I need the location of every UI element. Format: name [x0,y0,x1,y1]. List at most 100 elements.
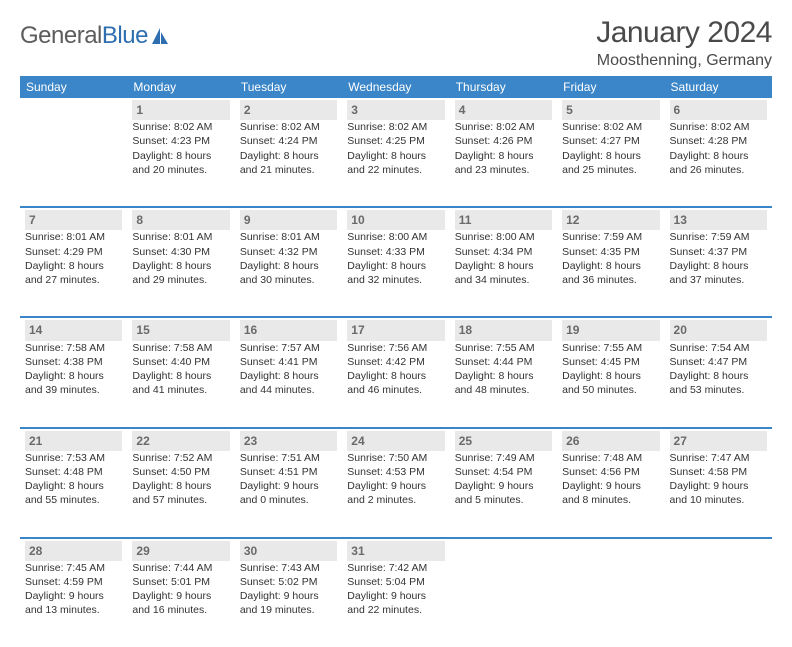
day-data-text: Sunrise: 8:00 AMSunset: 4:33 PMDaylight:… [347,230,444,287]
day-number: 29 [132,541,229,561]
day-data-cell: Sunrise: 7:58 AMSunset: 4:40 PMDaylight:… [127,341,234,427]
day-number-cell: 22 [127,429,234,451]
day-data-cell: Sunrise: 7:56 AMSunset: 4:42 PMDaylight:… [342,341,449,427]
weekday-header: Saturday [665,76,772,98]
day-data-cell [450,561,557,647]
day-data-cell: Sunrise: 7:47 AMSunset: 4:58 PMDaylight:… [665,451,772,537]
day-data-text: Sunrise: 7:58 AMSunset: 4:40 PMDaylight:… [132,341,229,398]
day-number: 12 [562,210,659,230]
day-data-text: Sunrise: 8:02 AMSunset: 4:24 PMDaylight:… [240,120,337,177]
day-number: 31 [347,541,444,561]
logo-word-1: General [20,22,102,49]
day-data-cell: Sunrise: 8:00 AMSunset: 4:34 PMDaylight:… [450,230,557,316]
day-number: 9 [240,210,337,230]
day-data-cell: Sunrise: 7:51 AMSunset: 4:51 PMDaylight:… [235,451,342,537]
day-data-cell: Sunrise: 7:49 AMSunset: 4:54 PMDaylight:… [450,451,557,537]
day-data-cell: Sunrise: 8:02 AMSunset: 4:25 PMDaylight:… [342,120,449,206]
day-number-cell: 25 [450,429,557,451]
day-number-cell: 23 [235,429,342,451]
calendar-table: Sunday Monday Tuesday Wednesday Thursday… [20,76,772,647]
day-data-cell: Sunrise: 7:53 AMSunset: 4:48 PMDaylight:… [20,451,127,537]
day-data-cell: Sunrise: 8:02 AMSunset: 4:26 PMDaylight:… [450,120,557,206]
day-data-cell: Sunrise: 8:00 AMSunset: 4:33 PMDaylight:… [342,230,449,316]
day-data-cell: Sunrise: 8:01 AMSunset: 4:30 PMDaylight:… [127,230,234,316]
day-number-cell [665,539,772,561]
day-data-text: Sunrise: 7:43 AMSunset: 5:02 PMDaylight:… [240,561,337,618]
day-data-text: Sunrise: 8:02 AMSunset: 4:28 PMDaylight:… [670,120,767,177]
day-data-text: Sunrise: 7:44 AMSunset: 5:01 PMDaylight:… [132,561,229,618]
day-data-row: Sunrise: 7:53 AMSunset: 4:48 PMDaylight:… [20,451,772,537]
day-number-cell: 17 [342,318,449,340]
day-number-cell: 19 [557,318,664,340]
day-data-cell: Sunrise: 7:50 AMSunset: 4:53 PMDaylight:… [342,451,449,537]
day-number-cell [557,539,664,561]
day-data-cell: Sunrise: 7:44 AMSunset: 5:01 PMDaylight:… [127,561,234,647]
day-data-row: Sunrise: 7:58 AMSunset: 4:38 PMDaylight:… [20,341,772,427]
day-number: 5 [562,100,659,120]
day-data-text: Sunrise: 8:01 AMSunset: 4:30 PMDaylight:… [132,230,229,287]
day-data-cell: Sunrise: 7:59 AMSunset: 4:37 PMDaylight:… [665,230,772,316]
day-number-cell: 27 [665,429,772,451]
day-number: 15 [132,320,229,340]
sail-icon [150,26,170,46]
day-data-cell [557,561,664,647]
day-number-cell: 6 [665,98,772,120]
month-title: January 2024 [596,16,772,50]
day-number-row: 2829 30 31 [20,539,772,561]
day-number: 26 [562,431,659,451]
day-number: 23 [240,431,337,451]
logo-text: GeneralBlue [20,22,148,50]
day-data-cell: Sunrise: 7:54 AMSunset: 4:47 PMDaylight:… [665,341,772,427]
day-number: 20 [670,320,767,340]
day-data-cell: Sunrise: 7:55 AMSunset: 4:44 PMDaylight:… [450,341,557,427]
title-block: January 2024 Moosthenning, Germany [596,16,772,70]
day-number-cell: 26 [557,429,664,451]
logo: GeneralBlue [20,16,170,50]
day-data-text: Sunrise: 7:53 AMSunset: 4:48 PMDaylight:… [25,451,122,508]
day-data-cell: Sunrise: 7:42 AMSunset: 5:04 PMDaylight:… [342,561,449,647]
day-data-cell: Sunrise: 8:02 AMSunset: 4:24 PMDaylight:… [235,120,342,206]
day-data-cell: Sunrise: 8:01 AMSunset: 4:29 PMDaylight:… [20,230,127,316]
weekday-header: Sunday [20,76,127,98]
day-data-cell: Sunrise: 7:58 AMSunset: 4:38 PMDaylight:… [20,341,127,427]
day-number: 13 [670,210,767,230]
day-data-text: Sunrise: 7:55 AMSunset: 4:45 PMDaylight:… [562,341,659,398]
day-data-text: Sunrise: 7:54 AMSunset: 4:47 PMDaylight:… [670,341,767,398]
day-number: 21 [25,431,122,451]
day-number: 6 [670,100,767,120]
day-number: 24 [347,431,444,451]
weekday-header-row: Sunday Monday Tuesday Wednesday Thursday… [20,76,772,98]
day-data-row: Sunrise: 7:45 AMSunset: 4:59 PMDaylight:… [20,561,772,647]
day-number-cell: 15 [127,318,234,340]
day-data-text: Sunrise: 7:59 AMSunset: 4:35 PMDaylight:… [562,230,659,287]
day-number: 8 [132,210,229,230]
day-number: 16 [240,320,337,340]
day-number-cell: 13 [665,208,772,230]
day-number: 17 [347,320,444,340]
weekday-header: Friday [557,76,664,98]
day-number: 2 [240,100,337,120]
day-number: 14 [25,320,122,340]
weekday-header: Wednesday [342,76,449,98]
day-data-cell: Sunrise: 7:48 AMSunset: 4:56 PMDaylight:… [557,451,664,537]
day-number: 22 [132,431,229,451]
day-number: 30 [240,541,337,561]
day-data-cell: Sunrise: 8:01 AMSunset: 4:32 PMDaylight:… [235,230,342,316]
day-data-text: Sunrise: 8:01 AMSunset: 4:32 PMDaylight:… [240,230,337,287]
day-number: 19 [562,320,659,340]
day-number-cell: 1 [127,98,234,120]
day-data-text: Sunrise: 7:50 AMSunset: 4:53 PMDaylight:… [347,451,444,508]
day-data-text: Sunrise: 7:45 AMSunset: 4:59 PMDaylight:… [25,561,122,618]
day-data-text: Sunrise: 7:48 AMSunset: 4:56 PMDaylight:… [562,451,659,508]
day-data-cell: Sunrise: 7:43 AMSunset: 5:02 PMDaylight:… [235,561,342,647]
weekday-header: Monday [127,76,234,98]
day-data-text: Sunrise: 8:02 AMSunset: 4:27 PMDaylight:… [562,120,659,177]
day-data-text: Sunrise: 7:59 AMSunset: 4:37 PMDaylight:… [670,230,767,287]
day-number-cell: 24 [342,429,449,451]
day-number-cell: 28 [20,539,127,561]
day-data-cell: Sunrise: 7:45 AMSunset: 4:59 PMDaylight:… [20,561,127,647]
day-data-cell: Sunrise: 7:52 AMSunset: 4:50 PMDaylight:… [127,451,234,537]
day-data-cell: Sunrise: 7:57 AMSunset: 4:41 PMDaylight:… [235,341,342,427]
weekday-header: Thursday [450,76,557,98]
calendar-page: GeneralBlue January 2024 Moosthenning, G… [0,0,792,647]
